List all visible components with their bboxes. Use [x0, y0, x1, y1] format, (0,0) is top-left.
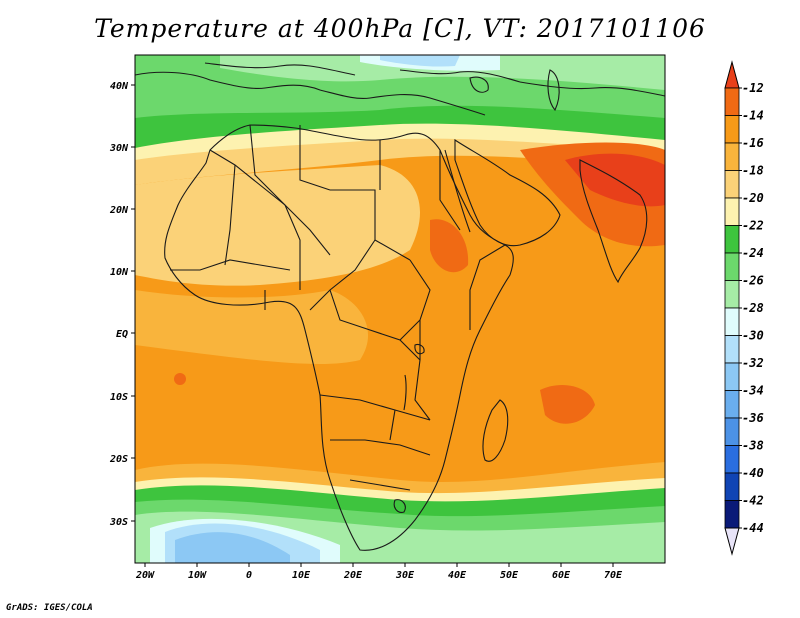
- colorbar-swatch: [724, 252, 740, 281]
- lon-label: 70E: [604, 570, 623, 581]
- colorbar-swatch: [724, 115, 740, 144]
- colorbar-swatch: [724, 362, 740, 391]
- colorbar-label: -22: [742, 219, 764, 233]
- temperature-field: [135, 55, 665, 563]
- colorbar-swatch: [724, 390, 740, 419]
- colorbar-swatch: [724, 472, 740, 501]
- colorbar-label: -26: [742, 274, 764, 288]
- colorbar-label: -40: [742, 466, 764, 480]
- lon-label: 30E: [395, 570, 415, 581]
- lon-label: 60E: [552, 570, 571, 581]
- colorbar-swatch: [724, 445, 740, 474]
- colorbar-label: -24: [742, 246, 764, 260]
- lat-label: 30N: [109, 143, 129, 154]
- lon-label: 50E: [500, 570, 519, 581]
- colorbar-swatch: [724, 307, 740, 336]
- colorbar-label: -18: [742, 164, 764, 178]
- colorbar-label: -28: [742, 301, 764, 315]
- lat-label: 40N: [110, 81, 129, 92]
- colorbar-label: -14: [742, 109, 764, 123]
- colorbar-swatch: [724, 417, 740, 446]
- colorbar-label: -30: [742, 329, 764, 343]
- colorbar-label: -32: [742, 356, 764, 370]
- colorbar-swatch: [724, 500, 740, 529]
- colorbar-label: -20: [742, 191, 764, 205]
- lat-label: 10S: [110, 392, 128, 403]
- colorbar-label: -16: [742, 136, 764, 150]
- colorbar-swatch: [724, 87, 740, 116]
- map-ticks: [131, 84, 614, 567]
- colorbar: -12 -14 -16 -18 -20 -22 -24 -26 -28 -30 -32 -34 -36 -…: [724, 60, 764, 556]
- lat-label: 30S: [109, 517, 128, 528]
- lon-label: 20E: [343, 570, 363, 581]
- colorbar-under-arrow: [724, 527, 740, 556]
- colorbar-label: -38: [742, 439, 764, 453]
- lat-label: 20N: [109, 205, 129, 216]
- lon-label: 40E: [448, 570, 467, 581]
- lat-label: 20S: [109, 454, 128, 465]
- colorbar-swatch: [724, 197, 740, 226]
- lon-label: 10E: [292, 570, 311, 581]
- lat-label: 10N: [110, 267, 129, 278]
- colorbar-label: -12: [742, 81, 764, 95]
- colorbar-swatch: [724, 142, 740, 171]
- colorbar-label: -36: [742, 411, 764, 425]
- colorbar-label: -34: [742, 384, 764, 398]
- lon-label: 10W: [188, 570, 207, 581]
- longitude-labels: 20W 10W 0 10E 20E 30E 40E 50E 60E 70E: [135, 570, 623, 581]
- colorbar-label: -42: [742, 494, 764, 508]
- lat-label: EQ: [116, 329, 128, 340]
- map-frame: [134, 54, 666, 564]
- colorbar-label: -44: [742, 521, 764, 535]
- colorbar-swatch: [724, 225, 740, 254]
- lon-label: 20W: [135, 570, 155, 581]
- latitude-labels: 40N 30N 20N 10N EQ 10S 20S 30S: [109, 81, 129, 528]
- colorbar-over-arrow: [724, 60, 740, 89]
- grads-credit: GrADS: IGES/COLA: [6, 603, 93, 613]
- coastlines: [135, 62, 665, 551]
- colorbar-swatch: [724, 170, 740, 199]
- map-title: Temperature at 400hPa [C], VT: 201710110…: [94, 14, 706, 43]
- lon-label: 0: [246, 570, 252, 581]
- colorbar-swatch: [724, 335, 740, 364]
- colorbar-swatch: [724, 280, 740, 309]
